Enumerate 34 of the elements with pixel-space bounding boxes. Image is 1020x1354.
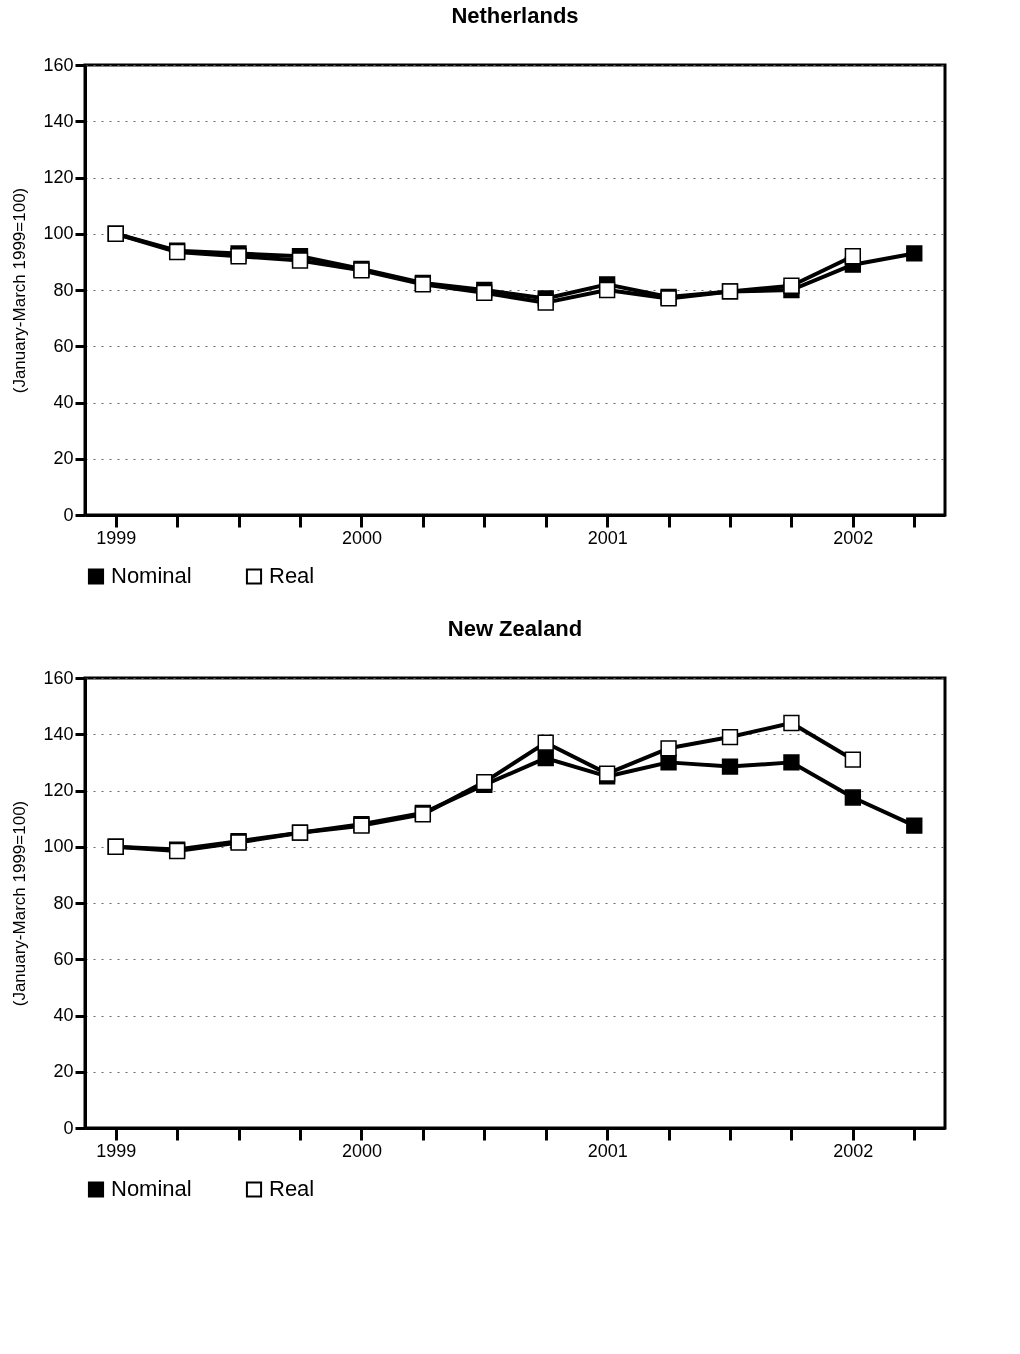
y-tick-label: 20 — [53, 448, 74, 469]
y-tick-label: 20 — [53, 1061, 74, 1082]
x-tick-label: 1999 — [96, 527, 137, 548]
chart-title: Netherlands — [451, 3, 579, 28]
y-tick-label: 0 — [63, 1117, 74, 1138]
y-tick-label: 80 — [53, 892, 74, 913]
y-tick-label: 40 — [53, 392, 74, 412]
y-tick-label: 0 — [63, 504, 74, 525]
x-tick-label: 2001 — [587, 527, 628, 548]
y-axis-title: (January-March 1999=100) — [10, 800, 30, 1007]
y-tick-label: 160 — [43, 54, 74, 75]
y-tick-label: 160 — [43, 667, 74, 688]
y-tick-label: 40 — [53, 1005, 74, 1025]
y-tick-label: 60 — [53, 335, 74, 356]
legend-label: Real — [269, 563, 315, 589]
legend-label: Nominal — [111, 1176, 192, 1202]
chart-title: New Zealand — [447, 616, 583, 641]
legend-label: Real — [269, 1176, 315, 1202]
y-tick-label: 100 — [43, 223, 74, 244]
x-tick-label: 2001 — [587, 1140, 628, 1161]
legend-label: Nominal — [111, 563, 192, 589]
y-tick-label: 140 — [43, 723, 74, 744]
x-tick-label: 1999 — [96, 1140, 137, 1161]
x-tick-label: 2002 — [833, 1140, 874, 1161]
x-tick-label: 2002 — [833, 527, 874, 548]
y-tick-label: 120 — [43, 167, 74, 187]
y-tick-label: 120 — [43, 780, 74, 800]
y-tick-label: 80 — [53, 279, 74, 300]
y-axis-title: (January-March 1999=100) — [10, 187, 30, 394]
x-tick-label: 2000 — [341, 1140, 382, 1161]
y-tick-label: 140 — [43, 110, 74, 131]
x-tick-label: 2000 — [341, 527, 382, 548]
y-tick-label: 100 — [43, 836, 74, 857]
y-tick-label: 60 — [53, 948, 74, 969]
